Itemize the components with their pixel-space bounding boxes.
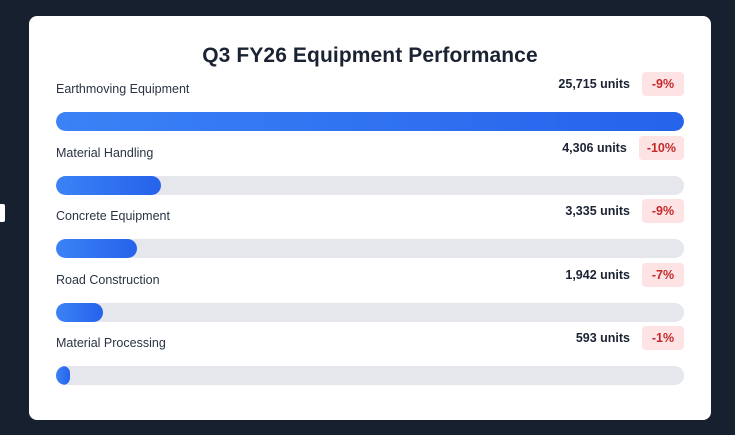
bar-row-header: Material Processing 593 units -1%	[56, 326, 684, 362]
change-badge: -10%	[638, 135, 684, 160]
value-group: 1,942 units -7%	[565, 262, 684, 287]
bar-row-header: Earthmoving Equipment 25,715 units -9%	[56, 72, 684, 108]
change-badge: -9%	[642, 199, 684, 223]
bar-track	[56, 366, 684, 385]
bar-fill	[56, 302, 104, 322]
value-label: 3,335 units	[565, 204, 630, 218]
value-group: 3,335 units -9%	[565, 199, 684, 223]
value-group: 4,306 units -10%	[562, 135, 684, 160]
edge-tab[interactable]	[0, 204, 5, 222]
bar-list: Earthmoving Equipment 25,715 units -9% Mate…	[56, 72, 684, 390]
bar-track	[56, 302, 684, 322]
category-label: Concrete Equipment	[56, 209, 170, 223]
category-label: Earthmoving Equipment	[56, 82, 190, 96]
change-badge: -7%	[642, 262, 684, 287]
bar-row: Material Handling 4,306 units -10%	[56, 135, 684, 200]
chart-title: Q3 FY26 Equipment Performance	[202, 44, 538, 67]
bar-row-header: Concrete Equipment 3,335 units -9%	[56, 199, 684, 235]
value-group: 593 units -1%	[576, 326, 684, 350]
bar-row: Earthmoving Equipment 25,715 units -9%	[56, 72, 684, 136]
category-label: Material Handling	[56, 145, 154, 160]
bar-fill	[56, 175, 162, 195]
value-group: 25,715 units -9%	[558, 72, 684, 96]
value-label: 4,306 units	[562, 140, 627, 155]
bar-row: Concrete Equipment 3,335 units -9%	[56, 199, 684, 263]
bar-row-header: Road Construction 1,942 units -7%	[56, 262, 684, 299]
bar-row-header: Material Handling 4,306 units -10%	[56, 135, 684, 172]
category-label: Road Construction	[56, 272, 160, 287]
bar-row: Road Construction 1,942 units -7%	[56, 262, 684, 327]
value-label: 25,715 units	[558, 77, 630, 91]
bar-track	[56, 175, 684, 195]
bar-fill	[56, 239, 138, 258]
change-badge: -1%	[642, 326, 684, 350]
chart-card: Q3 FY26 Equipment Performance Earthmovin…	[29, 16, 711, 420]
change-badge: -9%	[642, 72, 684, 96]
bar-track	[56, 239, 684, 258]
bar-row: Material Processing 593 units -1%	[56, 326, 684, 390]
value-label: 1,942 units	[565, 267, 630, 282]
bar-fill	[56, 112, 684, 131]
value-label: 593 units	[575, 331, 630, 345]
category-label: Material Processing	[56, 336, 166, 350]
bar-fill	[56, 366, 71, 385]
bar-track	[56, 112, 684, 131]
